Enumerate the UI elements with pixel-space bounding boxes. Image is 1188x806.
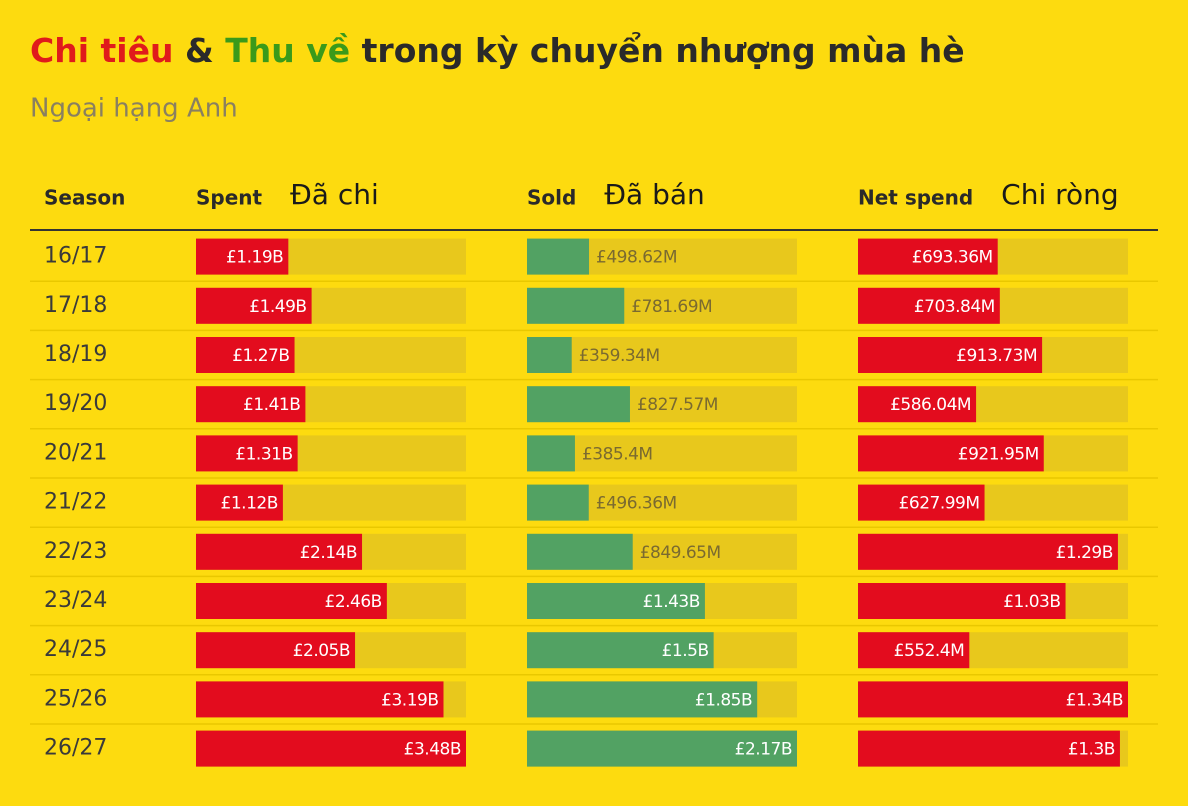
value-label: £1.5B <box>662 641 709 661</box>
value-label: £1.43B <box>643 592 700 612</box>
row-label: 26/27 <box>44 736 107 761</box>
row-label: 23/24 <box>44 588 107 613</box>
title-part: Thu về <box>225 31 350 70</box>
value-label: £1.31B <box>235 444 292 464</box>
bar <box>196 435 298 472</box>
column-header-translation: Đã chi <box>290 178 379 211</box>
bar-track <box>527 337 797 373</box>
value-label: £1.19B <box>226 248 283 268</box>
bar <box>196 681 444 718</box>
value-label: £1.49B <box>249 297 306 317</box>
bar <box>858 533 1118 570</box>
value-label: £496.36M <box>596 494 677 514</box>
bar <box>196 287 312 324</box>
title-part: trong kỳ chuyển nhượng mùa hè <box>362 30 965 70</box>
bar <box>527 632 714 669</box>
bar <box>196 484 283 521</box>
bar <box>196 730 466 767</box>
column-header-translation: Đã bán <box>604 178 704 211</box>
bar <box>858 583 1066 619</box>
value-label: £1.12B <box>221 494 278 514</box>
bar <box>858 337 1043 373</box>
value-label: £781.69M <box>631 297 712 317</box>
value-label: £1.85B <box>695 690 752 710</box>
value-label: £2.14B <box>300 543 357 563</box>
bar <box>527 337 572 373</box>
value-label: £1.41B <box>243 395 300 415</box>
row-label: 20/21 <box>44 440 107 465</box>
row-label: 18/19 <box>44 342 107 367</box>
bar <box>858 287 1000 324</box>
row-label: 17/18 <box>44 293 107 318</box>
value-label: £359.34M <box>579 346 660 366</box>
bar <box>527 484 589 521</box>
row-label: 25/26 <box>44 686 107 711</box>
bar <box>858 484 985 521</box>
value-label: £2.17B <box>735 740 792 760</box>
value-label: £693.36M <box>912 248 993 268</box>
row-label: 16/17 <box>44 244 107 269</box>
column-header: Spent <box>196 186 263 210</box>
bar <box>527 533 633 570</box>
value-label: £703.84M <box>914 297 995 317</box>
bar <box>858 435 1044 472</box>
value-label: £3.19B <box>381 690 438 710</box>
row-label: 19/20 <box>44 391 107 416</box>
bar <box>527 583 705 619</box>
value-label: £1.34B <box>1066 690 1123 710</box>
value-label: £552.4M <box>894 641 965 661</box>
value-label: £849.65M <box>640 543 721 563</box>
bar <box>527 435 575 472</box>
bar <box>527 238 590 275</box>
subtitle: Ngoại hạng Anh <box>30 94 238 124</box>
row-label: 21/22 <box>44 490 107 515</box>
value-label: £1.27B <box>232 346 289 366</box>
bar <box>527 681 758 718</box>
row-label: 24/25 <box>44 637 107 662</box>
bar <box>196 632 356 669</box>
bar <box>858 632 970 669</box>
value-label: £913.73M <box>956 346 1037 366</box>
value-label: £3.48B <box>404 740 461 760</box>
value-label: £1.29B <box>1056 543 1113 563</box>
value-label: £827.57M <box>637 395 718 415</box>
bar <box>858 238 998 275</box>
column-header-translation: Chi ròng <box>1001 178 1119 211</box>
title-part: & <box>185 31 214 70</box>
bar <box>196 337 295 373</box>
value-label: £2.05B <box>293 641 350 661</box>
bar <box>196 386 306 423</box>
bar <box>196 583 387 619</box>
bar <box>858 386 977 423</box>
bar <box>196 533 363 570</box>
column-header: Net spend <box>858 186 973 210</box>
value-label: £498.62M <box>596 248 677 268</box>
title-part: Chi tiêu <box>30 31 173 70</box>
column-header: Sold <box>527 186 576 210</box>
bar <box>858 681 1128 718</box>
column-header: Season <box>44 186 125 210</box>
value-label: £627.99M <box>899 494 980 514</box>
row-label: 22/23 <box>44 539 107 564</box>
bar <box>196 238 289 275</box>
bar <box>527 386 630 423</box>
value-label: £1.03B <box>1003 592 1060 612</box>
value-label: £921.95M <box>958 444 1039 464</box>
value-label: £586.04M <box>890 395 971 415</box>
value-label: £1.3B <box>1068 740 1115 760</box>
value-label: £2.46B <box>325 592 382 612</box>
bar <box>527 287 625 324</box>
bar <box>527 730 797 767</box>
chart-title: Chi tiêu & Thu về trong kỳ chuyển nhượng… <box>30 30 965 70</box>
bar <box>858 730 1120 767</box>
value-label: £385.4M <box>582 444 653 464</box>
